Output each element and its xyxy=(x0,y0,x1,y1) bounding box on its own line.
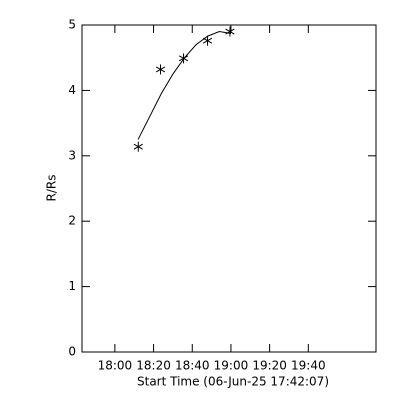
data-point xyxy=(225,26,235,37)
y-axis-label: R/Rs xyxy=(45,175,59,202)
y-tick-label: 2 xyxy=(68,214,76,228)
y-tick-label: 1 xyxy=(68,279,76,293)
plot-frame xyxy=(81,24,377,353)
x-tick-label: 18:00 xyxy=(98,359,133,373)
data-point xyxy=(202,35,213,46)
data-point xyxy=(155,64,166,75)
data-point xyxy=(133,141,143,152)
asterisk-stroke xyxy=(155,66,166,73)
asterisk-stroke xyxy=(202,37,213,44)
y-tick-label: 4 xyxy=(68,83,76,97)
y-tick-label: 5 xyxy=(68,18,76,32)
x-tick-label: 19:00 xyxy=(214,359,249,373)
x-tick-label: 19:40 xyxy=(291,359,326,373)
fit-line xyxy=(137,31,232,140)
x-tick-label: 18:40 xyxy=(175,359,210,373)
y-tick-label: 0 xyxy=(68,345,76,359)
asterisk-stroke xyxy=(133,143,143,150)
x-tick-label: 18:20 xyxy=(136,359,171,373)
y-tick-label: 3 xyxy=(68,148,76,162)
x-axis-label: Start Time (06-Jun-25 17:42:07) xyxy=(137,375,329,389)
x-tick-label: 19:20 xyxy=(252,359,287,373)
